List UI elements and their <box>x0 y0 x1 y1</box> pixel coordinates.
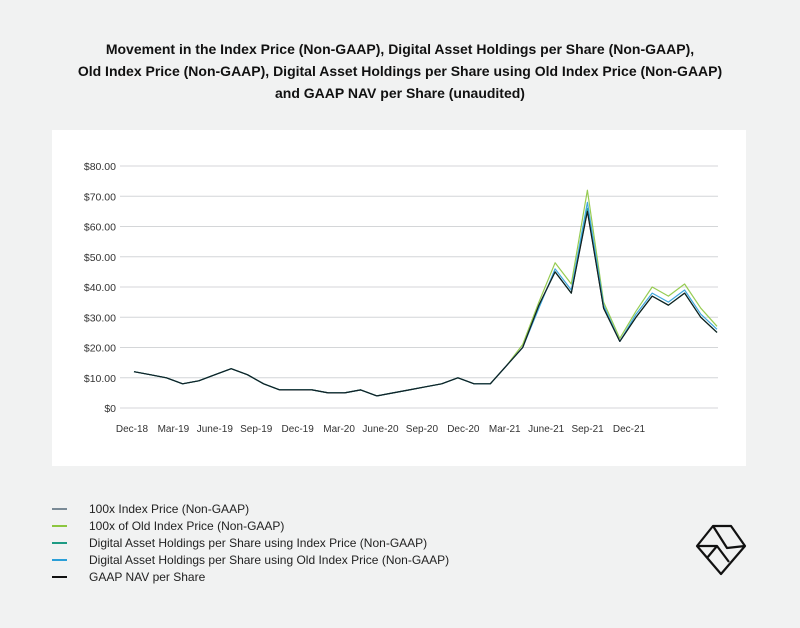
legend-item: Digital Asset Holdings per Share using O… <box>52 551 449 568</box>
x-tick-label: Dec-21 <box>613 424 646 435</box>
series-line <box>133 210 718 397</box>
x-tick-label: Sep-21 <box>571 424 604 435</box>
x-tick-label: Sep-20 <box>406 424 439 435</box>
y-tick-label: $60.00 <box>84 222 116 234</box>
chart-title-line: Movement in the Index Price (Non-GAAP), … <box>105 41 695 57</box>
x-tick-label: June-19 <box>197 424 234 435</box>
legend-item: 100x Index Price (Non-GAAP) <box>52 500 449 517</box>
legend-label: 100x of Old Index Price (Non-GAAP) <box>89 518 285 533</box>
y-tick-label: $0 <box>104 403 116 415</box>
legend-swatch <box>52 558 67 561</box>
y-tick-label: $80.00 <box>84 161 116 173</box>
legend-item: GAAP NAV per Share <box>52 568 449 585</box>
legend-swatch <box>52 575 67 578</box>
series-line <box>133 189 718 397</box>
legend-label: 100x Index Price (Non-GAAP) <box>89 501 250 516</box>
x-tick-label: Mar-21 <box>489 424 521 435</box>
legend-label: Digital Asset Holdings per Share using I… <box>89 535 428 550</box>
legend-swatch <box>52 541 67 544</box>
y-tick-label: $40.00 <box>84 282 116 294</box>
legend-swatch <box>52 524 67 527</box>
x-tick-label: Mar-19 <box>158 424 190 435</box>
chart-title-line: and GAAP NAV per Share (unaudited) <box>275 85 525 101</box>
y-tick-label: $50.00 <box>84 252 116 264</box>
x-tick-label: Dec-20 <box>447 424 480 435</box>
x-tick-label: Dec-18 <box>116 424 149 435</box>
x-tick-label: Sep-19 <box>240 424 273 435</box>
series-line <box>133 207 718 397</box>
series-line <box>133 201 718 397</box>
x-tick-label: June-20 <box>362 424 399 435</box>
y-tick-label: $30.00 <box>84 312 116 324</box>
x-tick-label: Mar-20 <box>323 424 355 435</box>
legend-item: Digital Asset Holdings per Share using I… <box>52 534 449 551</box>
chart-title: Movement in the Index Price (Non-GAAP), … <box>40 38 760 104</box>
x-tick-label: June-21 <box>528 424 565 435</box>
legend-swatch <box>52 507 67 510</box>
y-tick-label: $10.00 <box>84 373 116 385</box>
company-logo-icon <box>695 524 747 576</box>
chart-panel: $0 $10.00 $20.00 $30.00 $40.00 $50.00 $60.00 $7… <box>52 130 746 466</box>
legend-item: 100x of Old Index Price (Non-GAAP) <box>52 517 449 534</box>
legend-label: GAAP NAV per Share <box>89 569 206 584</box>
y-tick-label: $20.00 <box>84 343 116 355</box>
line-chart: $0 $10.00 $20.00 $30.00 $40.00 $50.00 $60.00 $7… <box>84 161 718 435</box>
x-tick-label: Dec-19 <box>282 424 315 435</box>
series-line <box>133 210 718 397</box>
chart-legend: 100x Index Price (Non-GAAP) 100x of Old … <box>52 500 449 585</box>
chart-title-line: Old Index Price (Non-GAAP), Digital Asse… <box>77 63 723 79</box>
y-tick-label: $70.00 <box>84 191 116 203</box>
legend-label: Digital Asset Holdings per Share using O… <box>89 552 450 567</box>
